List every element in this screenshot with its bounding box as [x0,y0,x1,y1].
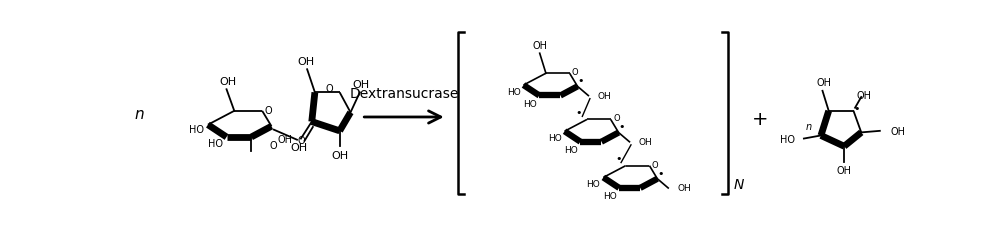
Text: O: O [325,83,333,93]
Text: HO: HO [523,99,537,108]
Text: O: O [297,135,305,145]
Text: •: • [577,76,584,86]
Text: •: • [576,107,582,117]
Text: OH: OH [677,184,691,193]
Text: OH: OH [297,56,314,66]
Text: OH: OH [278,134,293,144]
Text: OH: OH [598,92,611,101]
Text: HO: HO [564,145,578,154]
Text: •: • [853,103,860,113]
Text: OH: OH [331,150,348,160]
Text: OH: OH [291,142,308,152]
Text: +: + [752,110,769,128]
Text: O: O [613,114,620,123]
Text: O: O [572,68,579,77]
Text: OH: OH [639,138,652,147]
Text: O: O [652,160,658,169]
Text: O: O [269,140,277,150]
Text: •: • [615,153,622,163]
Text: OH: OH [220,76,237,86]
Text: HO: HO [189,125,204,135]
Text: HO: HO [507,87,520,96]
Text: HO: HO [603,191,617,200]
Text: n: n [134,106,144,121]
Text: OH: OH [817,78,832,88]
Text: OH: OH [353,79,370,90]
Text: OH: OH [532,40,547,51]
Text: HO: HO [586,179,600,188]
Text: OH: OH [837,165,852,175]
Text: •: • [618,122,625,132]
Text: HO: HO [780,134,795,144]
Text: Dextransucrase: Dextransucrase [349,87,459,101]
Text: OH: OH [857,91,872,101]
Text: N: N [734,177,744,191]
Text: HO: HO [548,133,561,142]
Text: •: • [657,168,664,178]
Text: OH: OH [891,126,906,136]
Text: HO: HO [208,139,223,148]
Text: n: n [805,122,812,132]
Text: O: O [264,106,272,115]
